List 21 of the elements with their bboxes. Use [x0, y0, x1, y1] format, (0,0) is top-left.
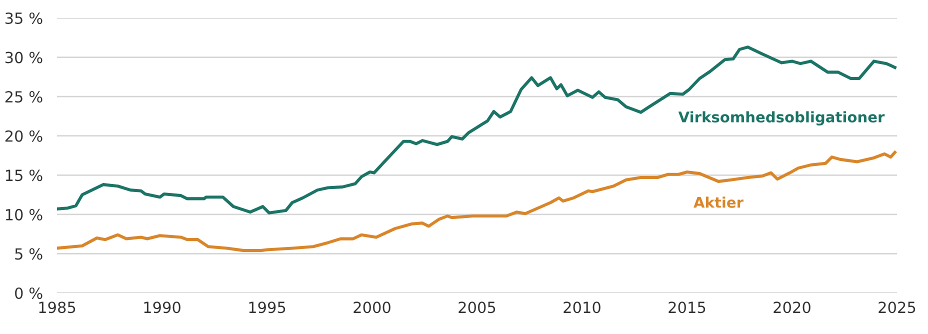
y-tick-label: 5 %: [15, 248, 42, 260]
series-label: Aktier: [694, 196, 744, 208]
y-tick-label: 30 %: [5, 52, 42, 64]
series-label: Virksomhedsobligationer: [678, 111, 885, 126]
line-series: [57, 150, 896, 252]
x-tick-label: 2000: [354, 302, 390, 314]
y-tick-label: 20 %: [5, 130, 42, 142]
y-tick-label: 15 %: [6, 170, 42, 182]
x-tick-label: 2010: [564, 302, 600, 314]
x-tick-label: 1990: [144, 302, 180, 314]
line-series: [57, 46, 896, 214]
x-tick-label: 1985: [39, 302, 76, 314]
y-tick-label: 35 %: [5, 12, 42, 24]
y-tick-label: 0 %: [15, 287, 42, 300]
y-tick-label: 25 %: [5, 91, 42, 103]
y-tick-label: 10 %: [6, 208, 42, 220]
x-tick-label: 2005: [458, 302, 496, 314]
x-tick-label: 2015: [668, 302, 706, 314]
x-tick-label: 2025: [878, 302, 916, 314]
x-tick-label: 2020: [774, 302, 810, 314]
x-tick-label: 1995: [249, 302, 286, 314]
